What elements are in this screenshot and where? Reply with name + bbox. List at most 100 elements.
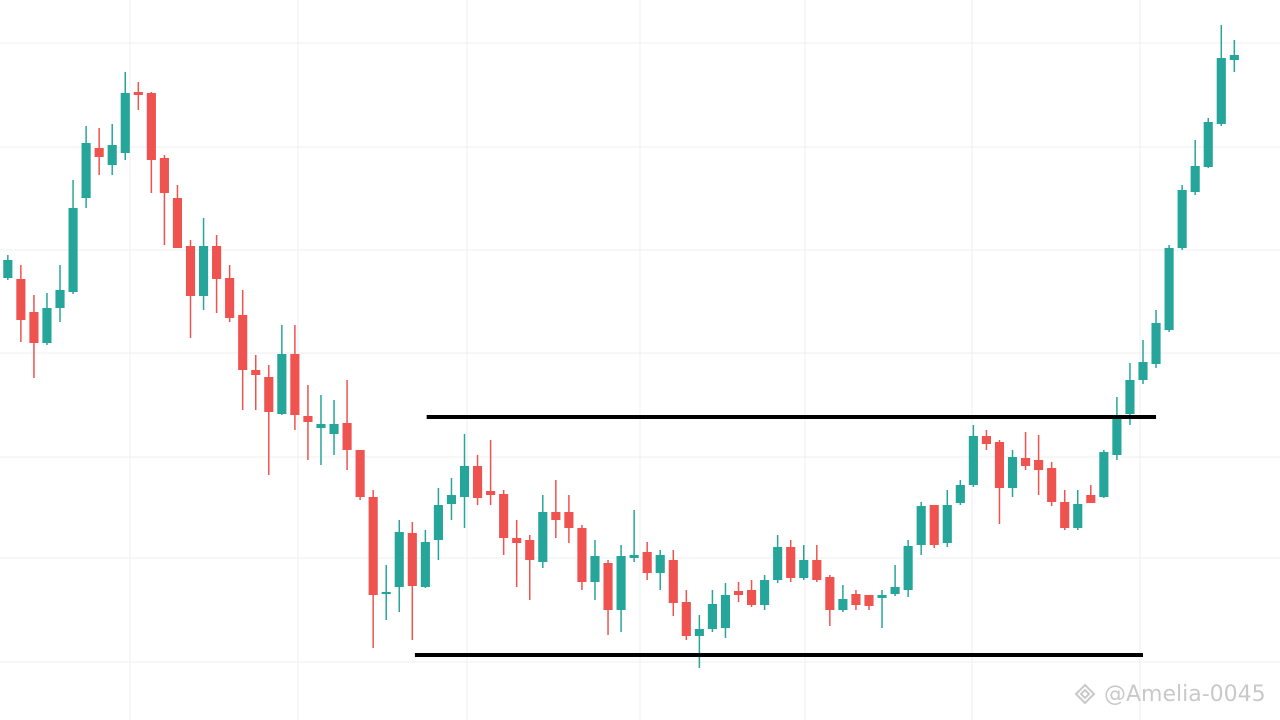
candle-body [616,556,626,610]
candle-body [303,416,313,422]
candle-body [707,604,717,629]
candle-body [16,279,26,320]
candle-body [799,560,809,578]
candle-body [838,599,848,610]
watermark: @Amelia-0045 [1104,682,1266,707]
candle-body [499,494,509,538]
candle-body [251,370,261,375]
candle-body [864,595,874,606]
candle-body [1125,380,1135,414]
candle-body [525,540,535,560]
candle-body [1190,166,1200,192]
candle-body [486,491,496,495]
candle-body [342,423,352,450]
candle-body [394,532,404,587]
icon [1074,683,1096,705]
candle-body [538,512,548,562]
candle-body [238,315,248,370]
candle-body [420,542,430,587]
candle-body [446,495,457,504]
candle-body [212,246,222,279]
candle-body [146,93,156,160]
candle-body [1229,55,1239,60]
candle-body [1073,504,1083,528]
candle-body [577,528,587,582]
candle-body [264,377,274,412]
icon [1079,688,1091,700]
candle-body [1164,248,1174,330]
candle-body [681,602,691,636]
candle-body [68,208,78,292]
candle-body [1034,460,1044,470]
candle-body [890,587,900,594]
candle-body [955,485,965,503]
candle-body [1047,468,1057,502]
candle-body [668,560,678,603]
candle-body [746,590,757,605]
candle-body [120,93,130,153]
candle-body [720,595,731,628]
candle-body [172,198,183,248]
candle-body [773,547,783,580]
candle-body [877,595,887,598]
candle-body [1138,362,1148,380]
candle-body [29,312,39,343]
candle-body [1086,495,1096,503]
candle-body [3,260,13,278]
candle-body [1020,458,1031,466]
candle-body [381,592,391,594]
candle-body [564,512,574,528]
candle-body [590,556,600,582]
watermark-icon [1074,683,1096,705]
candle-body [825,577,835,610]
candle-body [786,547,796,578]
candle-body [760,580,770,605]
candle-body [472,466,483,498]
candle-body [694,629,704,636]
candle-body [1216,58,1226,124]
candle-body [1007,457,1018,488]
candle-body [1099,452,1109,497]
candle-body [655,555,665,573]
candle-body [81,143,91,198]
candle-body [55,290,65,308]
candles [3,25,1239,668]
candle-body [968,436,978,485]
candle-body [316,424,326,428]
candle-body [929,505,939,545]
candle-body [459,466,470,497]
candle-body [368,497,378,595]
candle-body [1151,323,1161,364]
candle-body [994,442,1005,488]
candle-body [42,308,52,343]
candle-body [94,148,104,157]
candle-body [812,560,822,580]
candle-body [903,546,913,590]
candle-body [551,512,561,520]
candle-body [159,158,169,193]
candle-body [329,424,339,434]
candle-body [942,505,952,543]
candle-body [851,594,861,605]
candle-body [355,450,365,497]
candle-body [290,354,300,415]
candle-body [185,246,196,296]
candle-body [512,538,522,543]
candle-body [133,92,143,95]
candle-body [1203,122,1213,167]
candle-body [981,436,991,444]
candle-body [407,533,417,586]
candle-body [107,145,117,165]
candle-body [225,278,235,318]
candle-body [916,506,926,545]
candle-body [433,505,443,540]
candle-body [1112,415,1122,455]
candle-body [629,555,639,558]
candle-body [277,354,287,414]
candle-body [733,591,744,595]
candle-body [1060,502,1070,528]
candle-body [1177,190,1187,248]
candle-body [603,563,613,610]
